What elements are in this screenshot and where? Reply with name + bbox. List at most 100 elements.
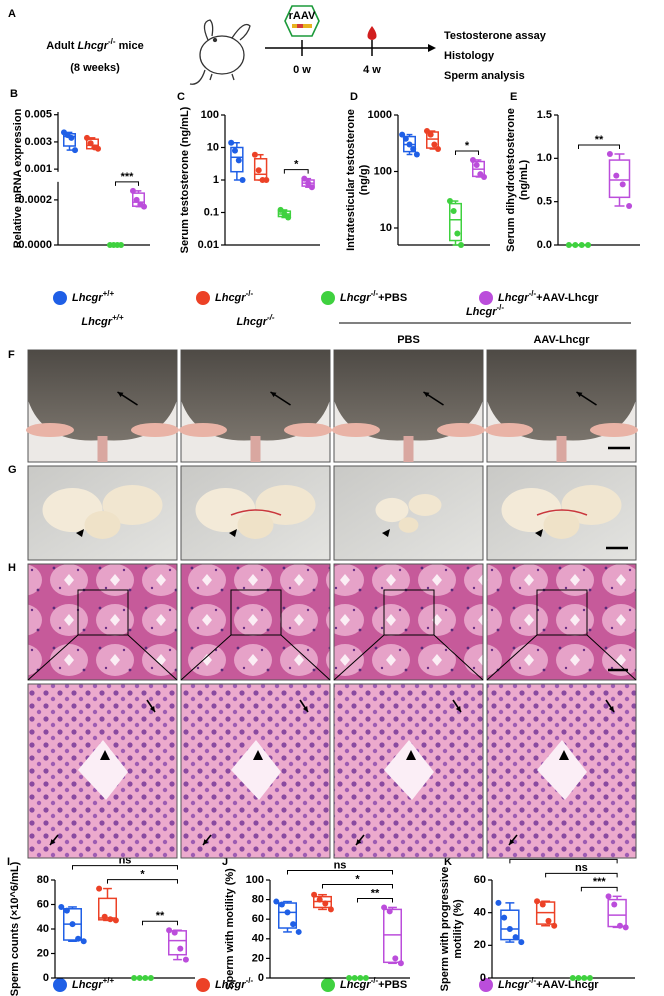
data-point (285, 214, 292, 221)
text-part: -/- (371, 289, 379, 298)
y-tick-label: 0.0 (537, 239, 552, 251)
y-tick-label: 10 (207, 141, 219, 153)
text-part: -/- (246, 976, 254, 985)
significance-label: * (294, 159, 299, 171)
data-point (586, 975, 593, 981)
data-point (613, 172, 620, 179)
legend-label: Lhcgr-/-+AAV-Lhcgr (498, 289, 599, 304)
arrow-head (270, 392, 277, 398)
mouse-tail (556, 436, 567, 462)
column-header: Lhcgr+/+ (81, 313, 123, 328)
data-point (565, 242, 572, 248)
mouse-leg (26, 423, 74, 437)
data-point (481, 173, 488, 180)
data-point (402, 135, 409, 142)
legend-label: Lhcgr-/- (215, 289, 253, 304)
arrowhead-marker (406, 750, 416, 760)
data-point (351, 975, 358, 981)
panel-label: B (10, 88, 18, 100)
text-part: Lhcgr (498, 292, 529, 304)
text-part: +PBS (378, 292, 407, 304)
data-point (357, 975, 364, 981)
y-tick-label: 1000 (368, 109, 392, 121)
timepoint: 0 w (293, 64, 311, 76)
data-point (69, 921, 76, 928)
legend-marker (479, 291, 493, 305)
significance-bracket (107, 879, 178, 884)
text-part: -/- (371, 976, 379, 985)
legend-label: Lhcgr+/+ (72, 289, 114, 304)
data-point (572, 242, 579, 248)
text-part: +/+ (112, 313, 124, 322)
text-part: Lhcgr (77, 40, 108, 52)
readout: Histology (444, 50, 495, 62)
data-point (63, 907, 70, 914)
data-point (578, 242, 585, 248)
y-tick-label: 40 (252, 933, 264, 945)
data-point (506, 926, 513, 932)
significance-bracket (142, 920, 178, 926)
data-point (575, 975, 582, 981)
legend-marker (196, 291, 210, 305)
age: (8 weeks) (70, 62, 120, 74)
data-point (142, 975, 149, 981)
histology (180, 563, 331, 681)
panel-label: A (8, 8, 16, 20)
lumen (78, 740, 128, 800)
data-point (131, 975, 138, 981)
y-tick-label: 0 (43, 972, 49, 984)
data-point (454, 230, 461, 237)
data-point (278, 901, 285, 908)
data-point (182, 956, 189, 963)
tissue (84, 511, 121, 539)
y-tick-label: 20 (474, 939, 486, 951)
y-tick-label: 60 (474, 874, 486, 886)
readout: Testosterone assay (444, 30, 547, 42)
y-axis-title: Serum testosterone (ng/mL) (179, 106, 191, 253)
data-point (284, 909, 291, 916)
zoom-line (27, 634, 79, 681)
data-point (147, 975, 154, 981)
data-point (622, 924, 629, 931)
data-point (611, 901, 618, 908)
data-point (435, 146, 442, 153)
zoom-line (333, 634, 385, 681)
subject: Adult Lhcgr-/- mice (46, 37, 143, 52)
legend-marker (321, 978, 335, 992)
data-point (239, 177, 246, 183)
data-point (362, 975, 369, 981)
significance-label: * (140, 868, 145, 880)
significance-bracket (578, 144, 620, 149)
significance-bracket (455, 150, 479, 155)
text-part: -/- (246, 289, 254, 298)
tissue (543, 511, 580, 539)
text-part: +/+ (103, 976, 115, 985)
mouse-icon (189, 19, 251, 85)
data-point (381, 904, 388, 911)
arrowhead-marker (559, 750, 569, 760)
photo-frame (333, 465, 484, 561)
mouse-leg (131, 423, 179, 437)
column-header: Lhcgr-/- (236, 313, 274, 328)
y-tick-label: 0.005 (24, 109, 52, 121)
data-point (133, 196, 140, 203)
y-tick-label: 1 (213, 174, 219, 186)
legend-marker (196, 978, 210, 992)
zoom-box (77, 589, 129, 636)
data-point (569, 975, 576, 981)
data-point (410, 146, 417, 153)
mouse-body (334, 350, 483, 441)
text-part: Lhcgr (215, 292, 246, 304)
y-tick-label: 1.5 (537, 109, 552, 121)
text-part: +AAV-Lhcgr (536, 292, 599, 304)
data-point (83, 134, 90, 141)
y-tick-label: 100 (374, 165, 392, 177)
data-point (585, 242, 592, 248)
tissue (561, 485, 622, 525)
data-point (72, 147, 79, 154)
y-tick-label: 0.003 (24, 136, 52, 148)
data-point (166, 927, 173, 934)
significance-label: *** (593, 876, 607, 888)
mouse-tail (250, 436, 261, 462)
arrow-head (455, 706, 461, 712)
